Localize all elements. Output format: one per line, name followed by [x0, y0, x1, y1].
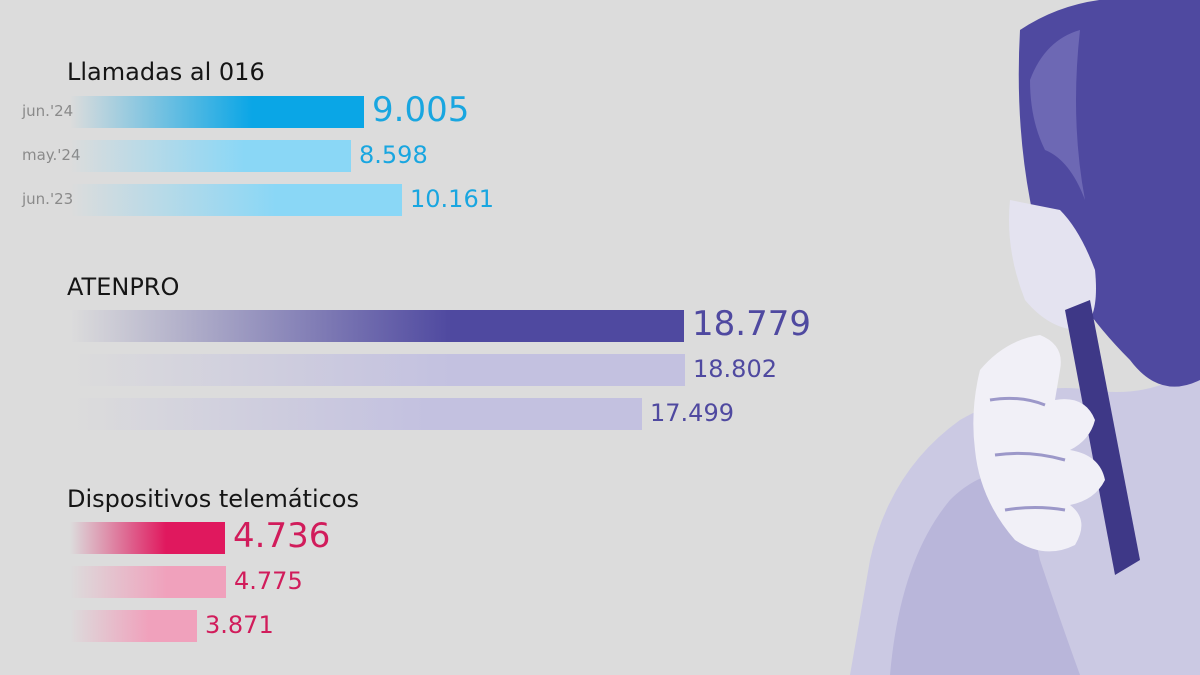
panel-title-3: Dispositivos telemáticos	[67, 485, 359, 513]
data-label: 4.775	[234, 567, 303, 595]
woman-on-phone-icon	[850, 0, 1200, 675]
data-label: 17.499	[650, 399, 734, 427]
bar	[70, 566, 226, 598]
bar	[70, 610, 197, 642]
panel-title-2: ATENPRO	[67, 273, 180, 301]
data-label: 18.779	[692, 304, 811, 344]
data-label: 10.161	[410, 185, 494, 213]
bar	[70, 184, 402, 216]
bar	[70, 398, 642, 430]
bar	[70, 310, 684, 342]
bar	[70, 354, 685, 386]
bar	[70, 140, 351, 172]
data-label: 9.005	[372, 90, 470, 130]
bar	[70, 522, 225, 554]
category-label: may.'24	[22, 146, 81, 164]
data-label: 3.871	[205, 611, 274, 639]
category-label: jun.'23	[22, 190, 74, 208]
category-label: jun.'24	[22, 102, 74, 120]
data-label: 18.802	[693, 355, 777, 383]
data-label: 4.736	[233, 516, 331, 556]
data-label: 8.598	[359, 141, 428, 169]
bar	[70, 96, 364, 128]
panel-title-1: Llamadas al 016	[67, 58, 265, 86]
